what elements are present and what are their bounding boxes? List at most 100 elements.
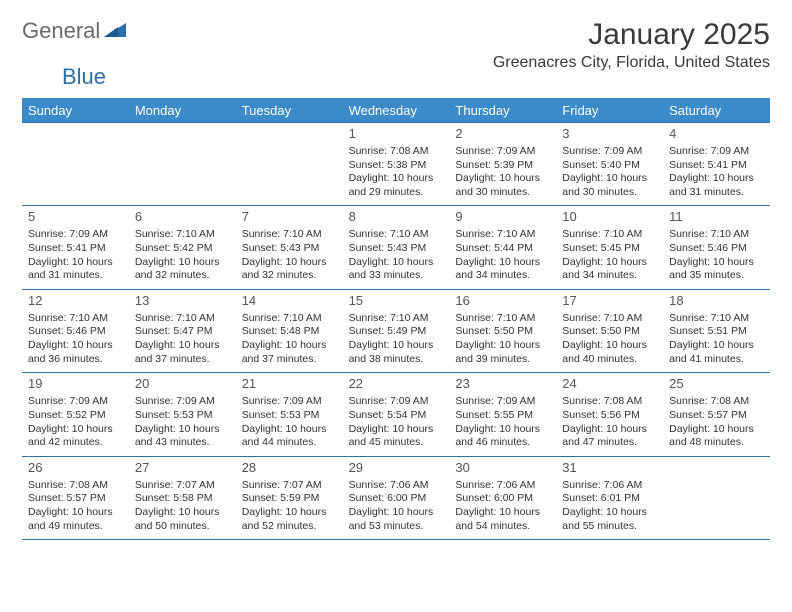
calendar-day-cell: 23Sunrise: 7:09 AMSunset: 5:55 PMDayligh… [449,373,556,455]
calendar-day-cell [236,123,343,205]
logo-triangle-icon [104,21,126,42]
day-info-line: Sunrise: 7:10 AM [135,312,230,326]
calendar-week-row: 19 Sunrise: 7:09 AM Sunset: 5:52 PM Dayligh… [22,373,770,456]
day-number: 6 [135,209,230,226]
day-info-line: Daylight: 10 hours [242,506,337,520]
day-info-line: and 30 minutes. [455,186,550,200]
day-info-line: Sunrise: 7:10 AM [669,228,764,242]
day-number: 30 [455,460,550,477]
day-info-line: and 53 minutes. [349,520,444,534]
day-number: 9 [455,209,550,226]
weekday-header: Wednesday [343,99,450,122]
day-info-line: and 47 minutes. [562,436,657,450]
day-info-line: and 34 minutes. [455,269,550,283]
day-number: 17 [562,293,657,310]
day-info-line: Sunset: 5:57 PM [669,409,764,423]
day-number: 4 [669,126,764,143]
day-info-line: Daylight: 10 hours [562,172,657,186]
calendar-day-cell: 24Sunrise: 7:08 AMSunset: 5:56 PMDayligh… [556,373,663,455]
weekday-header: Thursday [449,99,556,122]
calendar-day-cell [663,457,770,539]
day-info-line: and 55 minutes. [562,520,657,534]
day-number: 29 [349,460,444,477]
day-info-line: Daylight: 10 hours [562,339,657,353]
calendar-day-cell: 19Sunrise: 7:09 AMSunset: 5:52 PMDayligh… [22,373,129,455]
weeks-container: 1Sunrise: 7:08 AMSunset: 5:38 PMDaylight… [22,122,770,540]
logo: General [22,18,128,44]
day-info-line: Sunrise: 7:06 AM [349,479,444,493]
day-number: 1 [349,126,444,143]
calendar-day-cell: 9Sunrise: 7:10 AMSunset: 5:44 PMDaylight… [449,206,556,288]
day-number: 18 [669,293,764,310]
day-number: 16 [455,293,550,310]
day-number: 31 [562,460,657,477]
logo-text-blue: Blue [62,64,106,90]
day-info-line: Sunrise: 7:10 AM [28,312,123,326]
day-info-line: and 32 minutes. [135,269,230,283]
day-info-line: Daylight: 10 hours [28,339,123,353]
calendar-day-cell: 20Sunrise: 7:09 AMSunset: 5:53 PMDayligh… [129,373,236,455]
calendar-grid: Sunday Monday Tuesday Wednesday Thursday… [22,98,770,540]
calendar-page: General January 2025 Greenacres City, Fl… [0,0,792,558]
day-info-line: Daylight: 10 hours [349,256,444,270]
day-info-line: Sunrise: 7:09 AM [669,145,764,159]
day-info-line: and 54 minutes. [455,520,550,534]
calendar-day-cell: 17Sunrise: 7:10 AMSunset: 5:50 PMDayligh… [556,290,663,372]
calendar-day-cell: 27Sunrise: 7:07 AMSunset: 5:58 PMDayligh… [129,457,236,539]
calendar-day-cell: 30Sunrise: 7:06 AMSunset: 6:00 PMDayligh… [449,457,556,539]
title-block: January 2025 Greenacres City, Florida, U… [493,18,770,72]
calendar-day-cell: 4 Sunrise: 7:09 AMSunset: 5:41 PMDaylight… [663,123,770,205]
weekday-header: Tuesday [236,99,343,122]
day-number: 11 [669,209,764,226]
day-info-line: Sunrise: 7:09 AM [455,145,550,159]
day-info-line: Sunrise: 7:10 AM [455,228,550,242]
day-info-line: Sunset: 5:53 PM [242,409,337,423]
day-info-line: and 32 minutes. [242,269,337,283]
day-info-line: and 29 minutes. [349,186,444,200]
weekday-header: Saturday [663,99,770,122]
day-info-line: Sunset: 5:59 PM [242,492,337,506]
calendar-day-cell: 8Sunrise: 7:10 AMSunset: 5:43 PMDaylight… [343,206,450,288]
day-info-line: Sunset: 5:51 PM [669,325,764,339]
day-info-line: and 44 minutes. [242,436,337,450]
day-info-line: Daylight: 10 hours [455,423,550,437]
day-number: 2 [455,126,550,143]
day-info-line: Sunset: 5:42 PM [135,242,230,256]
day-info-line: Sunset: 5:39 PM [455,159,550,173]
calendar-day-cell [129,123,236,205]
day-info-line: Daylight: 10 hours [669,172,764,186]
day-info-line: Sunset: 5:43 PM [349,242,444,256]
calendar-week-row: 26Sunrise: 7:08 AMSunset: 5:57 PMDayligh… [22,457,770,540]
day-info-line: and 31 minutes. [669,186,764,200]
day-info-line: and 36 minutes. [28,353,123,367]
day-info-line: and 39 minutes. [455,353,550,367]
day-info-line: Sunset: 5:46 PM [669,242,764,256]
calendar-day-cell: 6Sunrise: 7:10 AMSunset: 5:42 PMDaylight… [129,206,236,288]
day-info-line: and 38 minutes. [349,353,444,367]
day-info-line: Daylight: 10 hours [669,256,764,270]
day-info-line: Daylight: 10 hours [349,172,444,186]
calendar-day-cell: 16Sunrise: 7:10 AMSunset: 5:50 PMDayligh… [449,290,556,372]
day-info-line: Sunrise: 7:08 AM [349,145,444,159]
calendar-day-cell: 2Sunrise: 7:09 AMSunset: 5:39 PMDaylight… [449,123,556,205]
day-info-line: Sunrise: 7:10 AM [242,228,337,242]
calendar-day-cell: 26Sunrise: 7:08 AMSunset: 5:57 PMDayligh… [22,457,129,539]
day-info-line: Sunrise: 7:09 AM [349,395,444,409]
day-info-line: Sunset: 5:46 PM [28,325,123,339]
day-info-line: Sunrise: 7:10 AM [135,228,230,242]
day-number: 19 [28,376,123,393]
day-number: 27 [135,460,230,477]
day-info-line: Sunrise: 7:08 AM [28,479,123,493]
day-info-line: Sunset: 5:52 PM [28,409,123,423]
day-number: 15 [349,293,444,310]
day-info-line: Sunset: 5:41 PM [28,242,123,256]
calendar-day-cell: 28Sunrise: 7:07 AMSunset: 5:59 PMDayligh… [236,457,343,539]
day-info-line: Daylight: 10 hours [349,506,444,520]
day-number: 28 [242,460,337,477]
day-info-line: Daylight: 10 hours [455,339,550,353]
day-info-line: Sunset: 5:41 PM [669,159,764,173]
day-info-line: Sunrise: 7:09 AM [28,228,123,242]
day-info-line: Daylight: 10 hours [669,339,764,353]
day-number: 14 [242,293,337,310]
day-info-line: Daylight: 10 hours [455,506,550,520]
